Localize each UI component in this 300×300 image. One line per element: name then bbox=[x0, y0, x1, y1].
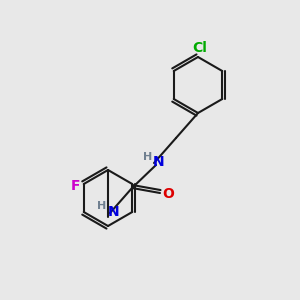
Text: N: N bbox=[108, 206, 120, 220]
Text: N: N bbox=[153, 155, 165, 170]
Text: H: H bbox=[143, 152, 153, 162]
Text: F: F bbox=[71, 178, 80, 193]
Text: O: O bbox=[162, 188, 174, 202]
Text: Cl: Cl bbox=[193, 41, 207, 56]
Text: H: H bbox=[98, 201, 106, 211]
